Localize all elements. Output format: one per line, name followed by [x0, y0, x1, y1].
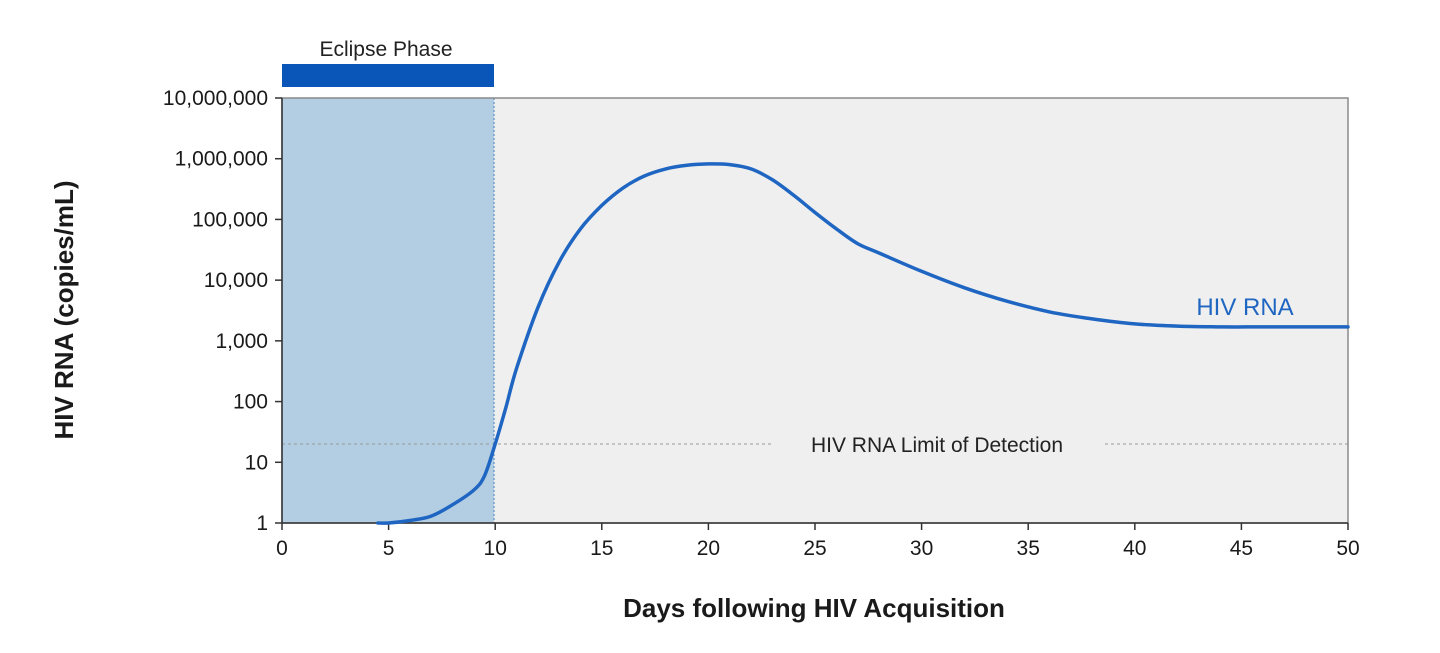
- x-axis-ticks: 0 5 10 15 20 25 30 35 40 45 50: [276, 523, 1360, 560]
- hiv-rna-series-line: [376, 162, 1350, 525]
- y-tick-label: 10,000,000: [163, 87, 268, 110]
- y-tick-label: 1,000,000: [175, 148, 268, 171]
- x-tick-label: 25: [803, 537, 826, 560]
- x-tick-label: 0: [276, 537, 288, 560]
- y-tick-label: 100,000: [192, 208, 268, 231]
- x-tick-label: 10: [484, 537, 507, 560]
- x-tick-label: 30: [910, 537, 933, 560]
- x-axis-title: Days following HIV Acquisition: [623, 593, 1005, 623]
- eclipse-phase-bar: [282, 64, 494, 87]
- x-tick-label: 35: [1017, 537, 1040, 560]
- y-tick-label: 1: [256, 512, 268, 535]
- eclipse-phase-region: [282, 98, 494, 523]
- x-tick-label: 40: [1123, 537, 1146, 560]
- y-tick-label: 10,000: [204, 269, 268, 292]
- y-tick-label: 10: [245, 451, 268, 474]
- y-axis-ticks: 1 10 100 1,000 10,000 100,000 1,000,000 10,000,…: [163, 87, 282, 535]
- y-axis-title: HIV RNA (copies/mL): [49, 180, 79, 439]
- x-tick-label: 45: [1230, 537, 1253, 560]
- y-tick-label: 1,000: [215, 330, 268, 353]
- hiv-rna-series-label: HIV RNA: [1196, 294, 1293, 321]
- x-tick-label: 15: [590, 537, 613, 560]
- y-tick-label: 100: [233, 391, 268, 414]
- x-tick-label: 50: [1336, 537, 1359, 560]
- limit-label: HIV RNA Limit of Detection: [811, 434, 1063, 457]
- limit-of-detection: HIV RNA Limit of Detection: [282, 434, 1348, 457]
- x-tick-label: 20: [697, 537, 720, 560]
- eclipse-phase-label: Eclipse Phase: [319, 38, 452, 61]
- x-tick-label: 5: [383, 537, 395, 560]
